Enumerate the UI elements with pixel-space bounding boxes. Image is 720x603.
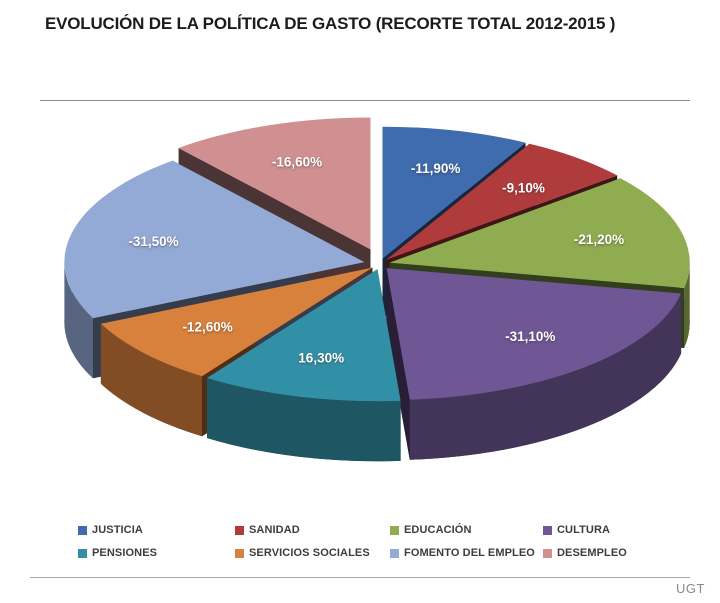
pie-slice-label-sanidad: -9,10% bbox=[502, 180, 545, 195]
legend-label: FOMENTO DEL EMPLEO bbox=[404, 547, 535, 559]
pie-slice-rim-educacion bbox=[684, 262, 690, 348]
legend-item-desempleo: DESEMPLEO bbox=[543, 547, 698, 559]
pie-slice-label-educacion: -21,20% bbox=[574, 232, 624, 247]
pie-slice-cultura bbox=[386, 268, 682, 400]
legend-item-cultura: CULTURA bbox=[543, 524, 698, 536]
legend-item-fomento-del-empleo: FOMENTO DEL EMPLEO bbox=[390, 547, 543, 559]
pie-slice-sanidad bbox=[386, 143, 618, 260]
pie-slice-label-pensiones: 16,30% bbox=[298, 351, 344, 366]
pie-slice-fomento-del-empleo bbox=[64, 160, 365, 319]
legend-swatch-fomento-del-empleo bbox=[390, 548, 399, 558]
legend-swatch-educacion bbox=[390, 525, 399, 535]
pie-slice-label-cultura: -31,10% bbox=[505, 329, 555, 344]
pie-slice-label-fomento-del-empleo: -31,50% bbox=[128, 234, 178, 249]
legend-item-pensiones: PENSIONES bbox=[78, 547, 235, 559]
legend-label: DESEMPLEO bbox=[557, 547, 627, 559]
legend-label: JUSTICIA bbox=[92, 524, 143, 536]
pie-slice-label-desempleo: -16,60% bbox=[272, 155, 322, 170]
legend-swatch-desempleo bbox=[543, 548, 552, 558]
legend-label: PENSIONES bbox=[92, 547, 158, 559]
pie-chart: -11,90% -9,10% -21,20% -31,10% 16,30% -12,60%… bbox=[64, 117, 690, 462]
pie-slice-side-cultura-1 bbox=[386, 268, 410, 460]
pie-slice-rim-servicios-sociales bbox=[100, 323, 202, 437]
legend-swatch-pensiones bbox=[78, 548, 87, 558]
pie-slice-pensiones bbox=[207, 269, 401, 402]
legend-item-educacion: EDUCACIÓN bbox=[390, 524, 543, 536]
bottom-divider bbox=[30, 577, 690, 578]
pie-slice-label-servicios-sociales: -12,60% bbox=[182, 319, 232, 334]
legend-item-servicios-sociales: SERVICIOS SOCIALES bbox=[235, 547, 390, 559]
legend-swatch-cultura bbox=[543, 525, 552, 535]
source-credit: UGT bbox=[676, 581, 705, 596]
pie-slice-justicia bbox=[382, 126, 526, 259]
legend-swatch-justicia bbox=[78, 525, 87, 535]
legend-swatch-servicios-sociales bbox=[235, 548, 244, 558]
chart-legend: JUSTICIA SANIDAD EDUCACIÓN CULTURA PENSI… bbox=[78, 524, 698, 559]
pie-slice-label-justicia: -11,90% bbox=[411, 161, 461, 176]
legend-swatch-sanidad bbox=[235, 525, 244, 535]
legend-label: CULTURA bbox=[557, 524, 611, 536]
pie-slice-rim-cultura bbox=[409, 293, 682, 460]
legend-item-sanidad: SANIDAD bbox=[235, 524, 390, 536]
pie-slice-educacion bbox=[389, 178, 690, 288]
legend-label: SERVICIOS SOCIALES bbox=[249, 547, 370, 559]
pie-slice-servicios-sociales bbox=[100, 267, 373, 377]
pie-slice-desempleo bbox=[178, 117, 371, 250]
chart-title: EVOLUCIÓN DE LA POLÍTICA DE GASTO (RECOR… bbox=[45, 14, 616, 33]
legend-label: EDUCACIÓN bbox=[404, 524, 472, 536]
pie-slice-rim-fomento-del-empleo bbox=[64, 262, 93, 379]
legend-label: SANIDAD bbox=[249, 524, 300, 536]
pie-slice-rim-pensiones bbox=[207, 378, 401, 462]
top-divider bbox=[40, 100, 690, 101]
legend-item-justicia: JUSTICIA bbox=[78, 524, 235, 536]
